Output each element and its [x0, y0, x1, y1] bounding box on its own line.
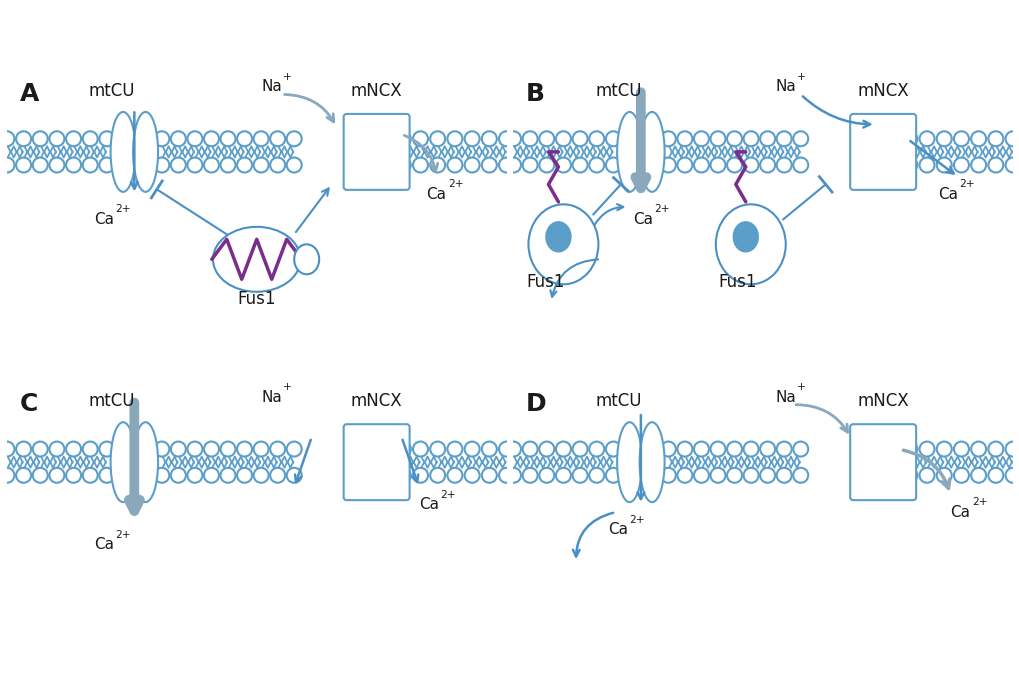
FancyBboxPatch shape — [343, 424, 410, 500]
Text: mNCX: mNCX — [351, 392, 403, 410]
Text: mtCU: mtCU — [89, 82, 135, 100]
FancyBboxPatch shape — [850, 114, 915, 190]
Ellipse shape — [110, 422, 136, 502]
Text: 2+: 2+ — [971, 497, 986, 507]
Text: mNCX: mNCX — [857, 82, 908, 100]
Text: 2+: 2+ — [115, 530, 131, 539]
Text: Ca: Ca — [419, 497, 438, 512]
Text: mtCU: mtCU — [89, 392, 135, 410]
Text: +: + — [282, 382, 291, 392]
Text: mtCU: mtCU — [594, 392, 641, 410]
Ellipse shape — [639, 422, 664, 502]
Text: D: D — [526, 392, 546, 416]
Ellipse shape — [545, 222, 571, 251]
FancyBboxPatch shape — [343, 114, 410, 190]
Text: Fus1: Fus1 — [526, 273, 564, 291]
Text: 2+: 2+ — [115, 205, 131, 214]
Text: +: + — [796, 382, 805, 392]
Text: Na: Na — [262, 79, 282, 94]
Ellipse shape — [616, 422, 642, 502]
Text: Na: Na — [262, 390, 282, 404]
Text: Ca: Ca — [95, 212, 114, 227]
Text: Fus1: Fus1 — [237, 290, 276, 308]
Text: Fus1: Fus1 — [717, 273, 756, 291]
Ellipse shape — [132, 112, 158, 192]
Text: Na: Na — [775, 390, 796, 404]
Text: +: + — [796, 72, 805, 82]
Ellipse shape — [110, 112, 136, 192]
Text: Ca: Ca — [950, 504, 970, 520]
Text: C: C — [19, 392, 38, 416]
Ellipse shape — [132, 422, 158, 502]
Text: +: + — [282, 72, 291, 82]
Ellipse shape — [528, 205, 598, 285]
Text: 2+: 2+ — [447, 179, 463, 189]
Text: mtCU: mtCU — [594, 82, 641, 100]
Text: Ca: Ca — [937, 187, 957, 202]
Text: 2+: 2+ — [959, 179, 974, 189]
Ellipse shape — [733, 222, 757, 251]
Text: Ca: Ca — [607, 522, 628, 537]
Ellipse shape — [715, 205, 785, 285]
FancyBboxPatch shape — [850, 424, 915, 500]
Text: Ca: Ca — [633, 212, 653, 227]
Ellipse shape — [639, 112, 664, 192]
Ellipse shape — [616, 112, 642, 192]
Text: A: A — [19, 82, 39, 106]
Text: 2+: 2+ — [440, 490, 455, 500]
Ellipse shape — [293, 245, 319, 274]
Text: Ca: Ca — [426, 187, 446, 202]
Text: Ca: Ca — [95, 537, 114, 552]
Text: Na: Na — [775, 79, 796, 94]
Text: 2+: 2+ — [629, 515, 645, 524]
Text: mNCX: mNCX — [351, 82, 403, 100]
Text: 2+: 2+ — [654, 205, 669, 214]
Text: B: B — [526, 82, 544, 106]
Text: mNCX: mNCX — [857, 392, 908, 410]
Ellipse shape — [213, 227, 301, 291]
